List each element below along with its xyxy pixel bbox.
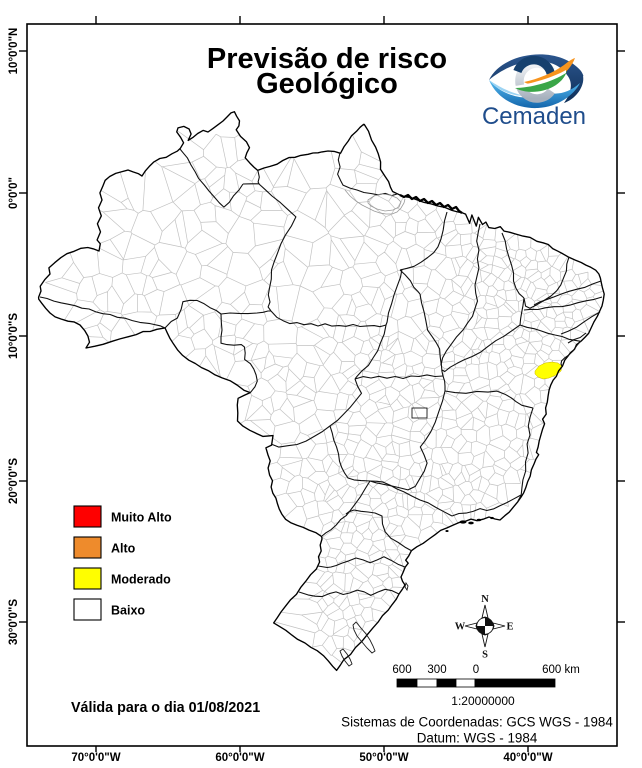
svg-text:40°0'0"W: 40°0'0"W	[503, 752, 552, 764]
svg-text:N: N	[481, 594, 489, 605]
svg-text:Geológico: Geológico	[256, 68, 398, 100]
svg-text:Previsão de risco: Previsão de risco	[207, 43, 447, 75]
svg-text:Cemaden: Cemaden	[482, 103, 586, 130]
svg-text:Sistemas de Coordenadas: GCS W: Sistemas de Coordenadas: GCS WGS - 1984	[341, 715, 613, 730]
svg-text:1:20000000: 1:20000000	[451, 694, 515, 708]
svg-text:Baixo: Baixo	[111, 604, 145, 618]
svg-text:Alto: Alto	[111, 542, 136, 556]
svg-text:600 km: 600 km	[542, 664, 580, 676]
svg-text:Datum: WGS - 1984: Datum: WGS - 1984	[417, 731, 538, 746]
svg-text:70°0'0"W: 70°0'0"W	[71, 752, 120, 764]
svg-text:0: 0	[473, 664, 479, 676]
svg-text:20°0'0"S: 20°0'0"S	[8, 458, 20, 504]
svg-text:600: 600	[392, 664, 411, 676]
svg-text:E: E	[506, 622, 513, 633]
svg-text:Muito Alto: Muito Alto	[111, 511, 172, 525]
svg-text:300: 300	[427, 664, 446, 676]
svg-text:Moderado: Moderado	[111, 573, 171, 587]
svg-text:60°0'0"W: 60°0'0"W	[215, 752, 264, 764]
svg-text:30°0'0"S: 30°0'0"S	[8, 599, 20, 645]
svg-text:0°0'0": 0°0'0"	[8, 177, 20, 209]
svg-text:10°0'0"N: 10°0'0"N	[8, 28, 20, 75]
svg-text:S: S	[482, 650, 488, 661]
svg-text:W: W	[455, 622, 466, 633]
svg-text:Válida para o dia 01/08/2021: Válida para o dia 01/08/2021	[71, 700, 260, 716]
svg-text:10°0'0"S: 10°0'0"S	[8, 313, 20, 359]
svg-text:50°0'0"W: 50°0'0"W	[359, 752, 408, 764]
